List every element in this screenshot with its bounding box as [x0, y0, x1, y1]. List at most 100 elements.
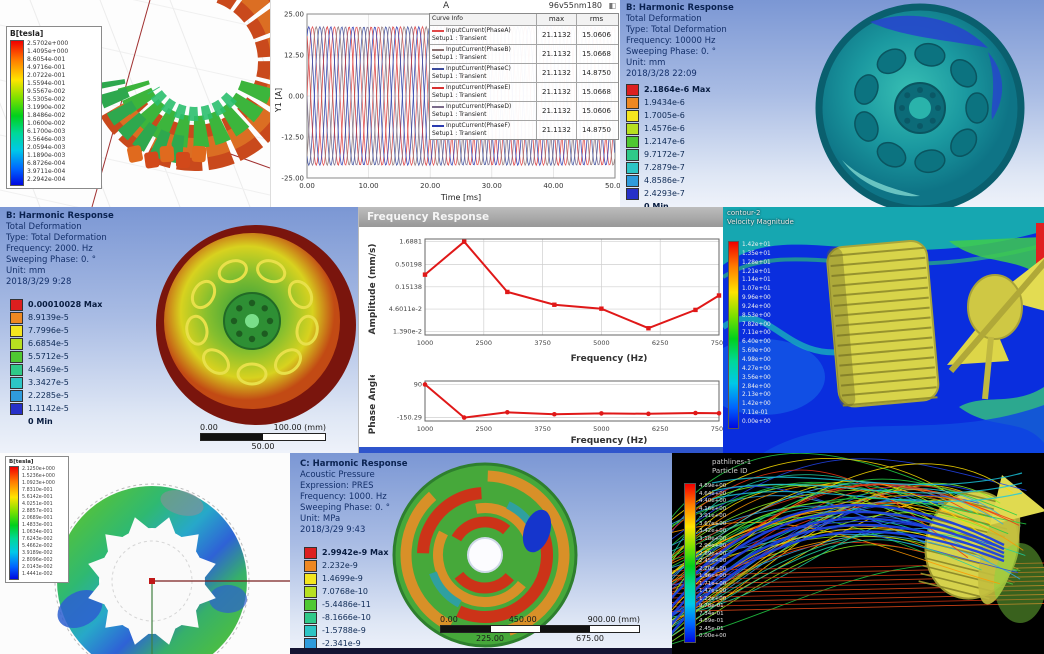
legend-entry: 0 Min [626, 201, 711, 207]
legend-value: 2.4293e-7 [644, 189, 685, 198]
legend-value: -8.1666e-10 [322, 613, 371, 622]
legend-value: 1.47e+00 [699, 588, 727, 595]
gear-model [826, 239, 940, 408]
panel-maxwell-stator: B[tesla] 2.5702e+000 1.4095e+000 8.6054e-0… [0, 0, 270, 207]
legend-value: 2.5702e+000 [27, 40, 69, 47]
legend-value: 1.22e+00 [699, 595, 727, 602]
pathlines-header: pathlines-1 Particle ID [712, 458, 751, 476]
legend-value: 0.00e+00 [699, 633, 727, 640]
legend-value: 7.82e+00 [742, 321, 771, 328]
legend-value: 2.9942e-9 Max [322, 548, 389, 557]
legend-value: 2.1250e+000 [22, 467, 55, 472]
view-meta-line: Type: Total Deformation [626, 25, 727, 35]
legend-value: 1.5236e+000 [22, 474, 55, 479]
svg-text:50.00: 50.00 [605, 182, 620, 190]
curve-color-swatch [432, 29, 444, 32]
curve-setup: Setup1 : Transient [432, 35, 487, 42]
legend-value: 2.8857e-001 [22, 509, 53, 514]
acoustic-disc-render [392, 462, 578, 648]
legend-swatch [626, 188, 639, 200]
result-info-header: B: Harmonic Response Total Deformation Typ… [6, 211, 114, 288]
color-scale-bar [684, 483, 696, 643]
legend-value: 2.84e+00 [742, 383, 771, 390]
view-meta-line: Frequency: 10000 Hz [626, 36, 716, 46]
phase-series [424, 383, 720, 419]
table-header-cell: max [536, 14, 576, 25]
window-icon[interactable]: ◧ [608, 1, 616, 10]
view-title-line: B: Harmonic Response [6, 211, 114, 221]
legend-value: 0.00010028 Max [28, 300, 103, 309]
view-title-line: C: Harmonic Response [300, 459, 408, 469]
legend-entry: 1.9434e-6 [626, 97, 711, 110]
legend-value: 1.5594e-001 [27, 80, 66, 87]
amplitude-series [424, 240, 720, 330]
table-header-cell: Curve Info [432, 15, 463, 22]
window-body: 1.6881 0.50198 0.15138 4.6011e-2 1.390e-2 100… [359, 227, 723, 447]
svg-text:5000: 5000 [593, 425, 610, 433]
view-meta-line: Unit: mm [626, 58, 666, 68]
svg-text:1000: 1000 [417, 339, 434, 347]
model-label: 96v55nm180 [548, 1, 602, 10]
svg-text:-25.00: -25.00 [281, 175, 304, 183]
legend-swatch [10, 377, 23, 389]
curve-rms: 14.8750 [576, 121, 616, 139]
legend-value: 4.27e+00 [742, 365, 771, 372]
legend-value: 1.96e+00 [699, 573, 727, 580]
legend-values: 4.89e+00 4.64e+00 4.40e+00 4.16e+00 3.91e+00… [699, 483, 726, 643]
legend-value: 8.53e+00 [742, 312, 771, 319]
legend-value: 3.18e+00 [699, 535, 727, 542]
legend-value: 6.6854e-5 [28, 339, 69, 348]
legend-swatch [10, 403, 23, 415]
fan-model [947, 257, 1044, 400]
legend-values: 1.42e+01 1.35e+01 1.28e+01 1.21e+01 1.14e+01… [742, 241, 771, 429]
legend-value: 2.94e+00 [699, 543, 727, 550]
legend-value: 4.16e+00 [699, 505, 727, 512]
legend-value: 4.98e+00 [742, 356, 771, 363]
deformation-wheel-render [156, 225, 356, 425]
curve-setup: Setup1 : Transient [432, 130, 487, 137]
legend-swatch [10, 312, 23, 324]
legend-swatch [10, 351, 23, 363]
svg-text:0.00: 0.00 [299, 182, 315, 190]
legend-entry: 1.2147e-6 [626, 136, 711, 149]
curve-max: 21.1132 [536, 45, 576, 63]
pathlines-render [672, 453, 1044, 645]
legend-value: 5.5712e-5 [28, 352, 69, 361]
legend-value: 1.14e+01 [742, 277, 771, 284]
svg-text:-12.50: -12.50 [281, 134, 304, 142]
legend-entry: -8.1666e-10 [304, 612, 390, 625]
svg-text:30.00: 30.00 [482, 182, 502, 190]
curve-color-swatch [432, 67, 444, 70]
view-meta-line: Frequency: 2000. Hz [6, 244, 93, 254]
window-titlebar[interactable]: Frequency Response [359, 207, 723, 227]
legend-swatch [304, 586, 317, 598]
legend-value: 7.11e-01 [742, 410, 768, 417]
result-info-header: C: Harmonic Response Acoustic Pressure Exp… [300, 459, 407, 536]
legend-value: 9.7172e-7 [644, 150, 685, 159]
view-meta-line: 2018/3/29 9:43 [300, 525, 366, 535]
curve-max: 21.1132 [536, 121, 576, 139]
legend-entry: 5.5712e-5 [10, 351, 102, 364]
legend-value: 1.2147e-6 [644, 137, 685, 146]
legend-value: -5.4486e-11 [322, 600, 371, 609]
plot-title: A [443, 1, 450, 11]
legend-value: 2.232e-9 [322, 561, 358, 570]
legend-value: 9.96e+00 [742, 295, 771, 302]
ruler-min: 0.00 [200, 423, 218, 432]
curve-rms: 15.0606 [576, 26, 616, 44]
legend-value: 2.1864e-6 Max [644, 85, 711, 94]
legend-swatch [304, 547, 317, 559]
legend-value: 4.64e+00 [699, 490, 727, 497]
svg-text:Frequency (Hz): Frequency (Hz) [571, 354, 648, 364]
svg-text:0.15138: 0.15138 [395, 283, 422, 291]
window-bottom-frame [359, 447, 723, 453]
svg-text:Phase Angle: Phase Angle [368, 375, 378, 434]
legend-value: 9.78e-01 [699, 603, 724, 610]
legend-entry: 1.1142e-5 [10, 403, 102, 416]
legend-value: 3.3427e-5 [28, 378, 69, 387]
svg-text:4.6011e-2: 4.6011e-2 [389, 305, 422, 313]
result-info-header: B: Harmonic Response Total Deformation Typ… [626, 3, 734, 80]
legend-swatch [10, 299, 23, 311]
legend-entry: 1.7005e-6 [626, 110, 711, 123]
legend-value: 1.21e+01 [742, 268, 771, 275]
